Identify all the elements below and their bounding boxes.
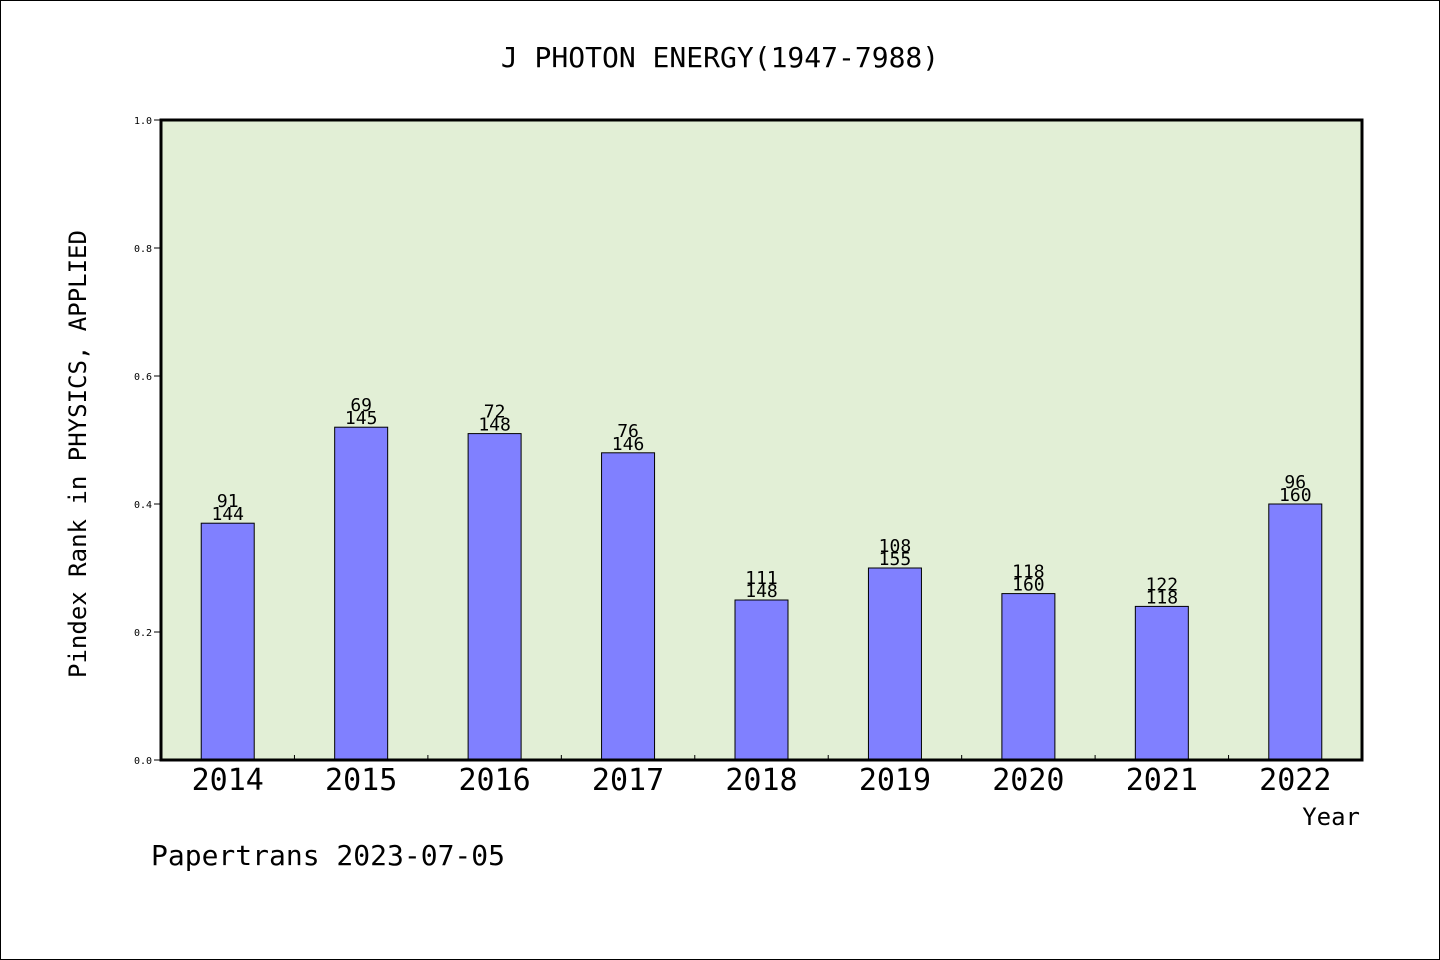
bar-label-top-2015: 69 [350,395,372,416]
bar-2020 [1001,593,1056,761]
bar-label-bottom-2015: 145 [345,408,378,429]
bar-label-bottom-2019: 155 [879,549,912,570]
x-tick-label-2016: 2016 [458,763,530,798]
bar-2019 [867,567,922,761]
bar-label-bottom-2014: 144 [211,504,244,525]
x-tick-label-2022: 2022 [1259,763,1331,798]
x-tick-label-2021: 2021 [1126,763,1198,798]
y-tick-label: 1.0 [134,116,152,127]
bar-label-bottom-2022: 160 [1279,485,1312,506]
bar-2017 [601,452,656,761]
x-tick-label-2017: 2017 [592,763,664,798]
x-tick-label-2018: 2018 [725,763,797,798]
x-tick-label-2015: 2015 [325,763,397,798]
bar-label-top-2020: 118 [1012,562,1045,583]
y-axis-label: Pindex Rank in PHYSICS, APPLIED [64,230,92,678]
x-axis-label: Year [1302,803,1360,831]
x-tick-label-2019: 2019 [859,763,931,798]
bar-2014 [200,522,255,761]
y-tick-label: 0.2 [134,628,152,639]
bar-label-bottom-2021: 118 [1146,587,1179,608]
bar-label-top-2016: 72 [484,402,506,423]
bar-label-bottom-2020: 160 [1012,575,1045,596]
footer-credit: Papertrans 2023-07-05 [151,839,505,872]
bar-2015 [334,426,389,761]
bar-label-top-2022: 96 [1284,472,1306,493]
bar-label-bottom-2017: 146 [612,434,645,455]
bars-group [200,426,1323,761]
x-tick-label-2014: 2014 [192,763,264,798]
bar-2021 [1134,605,1189,761]
bar-label-top-2019: 108 [879,536,912,557]
y-tick-label: 0.8 [134,244,152,255]
plot-frame [159,118,1364,762]
y-tick-label: 0.4 [134,500,152,511]
bar-label-top-2021: 122 [1146,574,1179,595]
y-tick-label: 0.6 [134,372,152,383]
x-axis: 2014 2015 2016 2017 2018 2019 2020 2021 2022 [192,755,1331,798]
x-tick-label-2020: 2020 [992,763,1064,798]
y-tick-label: 0.0 [134,756,152,767]
chart-title: J PHOTON ENERGY(1947-7988) [501,41,939,74]
bar-label-top-2018: 111 [745,568,778,589]
bar-label-top-2014: 91 [217,491,239,512]
bar-2016 [467,433,522,761]
bar-label-top-2017: 76 [617,421,639,442]
y-axis: 0.0 0.2 0.4 0.6 0.8 1.0 [134,116,161,767]
bar-2022 [1268,503,1323,761]
bar-2018 [734,599,789,761]
bar-label-bottom-2016: 148 [478,415,511,436]
bar-label-bottom-2018: 148 [745,581,778,602]
